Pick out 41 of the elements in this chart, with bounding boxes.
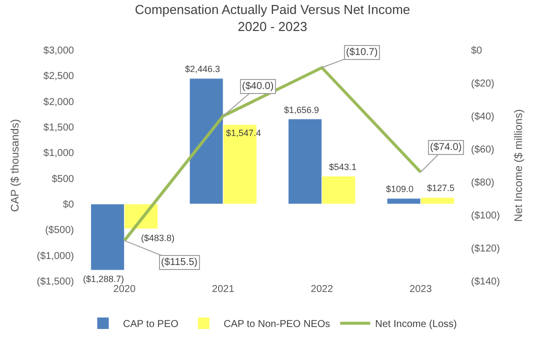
data-label: ($1,288.7) — [83, 274, 124, 284]
data-label: $1,656.9 — [284, 105, 320, 115]
legend-label: CAP to PEO — [123, 319, 179, 330]
y-axis-title: CAP ($ thousands) — [9, 119, 22, 212]
chart-subtitle: 2020 - 2023 — [238, 18, 308, 34]
data-label: $127.5 — [427, 183, 455, 193]
y-tick-label: $0 — [62, 200, 74, 210]
x-tick-label: 2021 — [212, 284, 235, 295]
y2-tick-label: ($80) — [471, 178, 494, 188]
y-tick-label: $500 — [52, 174, 74, 185]
y2-tick-label: ($40) — [471, 112, 494, 122]
y-tick-label: ($1,000) — [36, 250, 74, 262]
y2-axis-title: Net Income ($ millions) — [513, 109, 526, 222]
data-label: $109.0 — [386, 184, 414, 194]
data-label: ($115.5) — [161, 257, 198, 268]
y-tick-label: $2,500 — [43, 71, 74, 82]
y-tick-label: ($1,500) — [36, 276, 74, 288]
y-tick-label: $1,000 — [43, 148, 74, 160]
y2-tick-label: ($140) — [471, 276, 500, 288]
y2-tick-label: ($20) — [471, 78, 494, 90]
data-label: $2,446.3 — [185, 64, 220, 74]
legend-label: CAP to Non-PEO NEOs — [224, 319, 330, 330]
data-label: ($74.0) — [430, 142, 462, 153]
y-tick-label: $2,000 — [43, 96, 74, 108]
y2-tick-label: $0 — [471, 46, 483, 56]
legend-label: Net Income (Loss) — [375, 319, 457, 330]
y-tick-label: ($500) — [45, 225, 74, 236]
line-series — [122, 66, 422, 242]
y-tick-label: $3,000 — [43, 46, 74, 56]
x-tick-label: 2020 — [113, 284, 136, 295]
y-tick-label: $1,500 — [43, 122, 74, 134]
data-label: ($10.7) — [346, 47, 378, 58]
data-label: ($40.0) — [242, 81, 274, 92]
chart-title: Compensation Actually Paid Versus Net Income — [134, 2, 410, 17]
data-label: ($483.8) — [141, 233, 175, 243]
data-label: $543.1 — [329, 162, 357, 172]
x-tick-label: 2023 — [410, 284, 432, 295]
x-tick-label: 2022 — [310, 284, 334, 295]
y2-tick-label: ($60) — [471, 144, 494, 156]
y2-tick-label: ($120) — [471, 244, 500, 254]
y2-tick-label: ($100) — [471, 210, 500, 222]
